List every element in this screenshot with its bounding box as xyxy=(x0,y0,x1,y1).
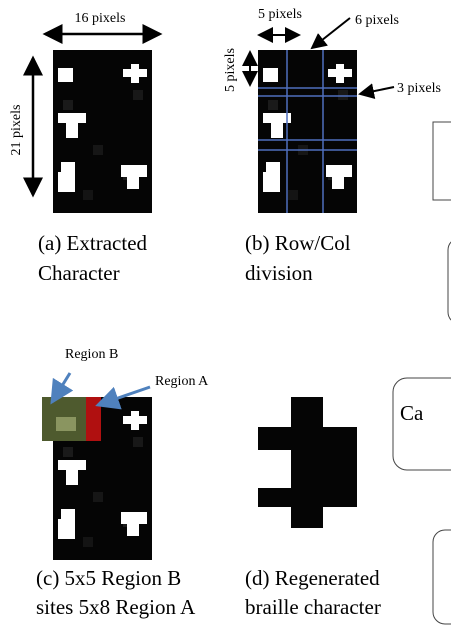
annotation: 3 pixels xyxy=(397,81,441,96)
annotation: 6 pixels xyxy=(355,13,399,28)
annotation: 21 pixels xyxy=(9,105,24,156)
caption: braille character xyxy=(245,595,381,619)
caption: (a) Extracted xyxy=(38,231,148,255)
annotation: Region B xyxy=(65,347,118,362)
caption: (b) Row/Col xyxy=(245,231,351,255)
caption: Character xyxy=(38,261,120,285)
figure: 16 pixels 21 pixels (a) Extracted Charac… xyxy=(0,0,451,628)
annotation: Region A xyxy=(155,374,209,389)
annotation: 16 pixels xyxy=(75,11,126,26)
box-text: Ca xyxy=(400,401,424,425)
caption: (c) 5x5 Region B xyxy=(36,566,181,590)
caption: sites 5x8 Region A xyxy=(36,595,196,619)
caption: division xyxy=(245,261,313,285)
annotation: 5 pixels xyxy=(258,7,302,22)
caption: (d) Regenerated xyxy=(245,566,380,590)
annotation: 5 pixels xyxy=(223,48,238,92)
